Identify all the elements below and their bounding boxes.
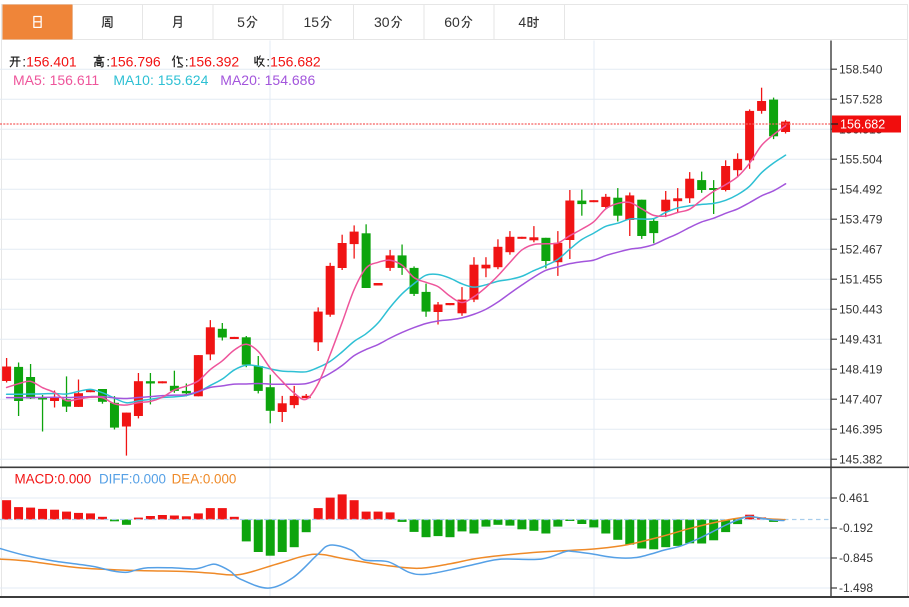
- svg-text:30: 30: [374, 14, 390, 30]
- svg-text:150.443: 150.443: [839, 302, 883, 316]
- svg-text:5: 5: [237, 14, 245, 30]
- svg-text:DIFF:0.000: DIFF:0.000: [99, 472, 166, 487]
- svg-text:-1.498: -1.498: [839, 581, 873, 595]
- svg-text:149.431: 149.431: [839, 332, 883, 346]
- svg-text:148.419: 148.419: [839, 362, 883, 376]
- svg-text:157.528: 157.528: [839, 92, 883, 106]
- svg-text:145.382: 145.382: [839, 452, 883, 466]
- svg-text:154.492: 154.492: [839, 182, 883, 196]
- svg-text:MA5: 156.611: MA5: 156.611: [13, 72, 99, 88]
- svg-text:146.395: 146.395: [839, 422, 883, 436]
- svg-text::156.401: :156.401: [22, 54, 77, 70]
- svg-text:DEA:0.000: DEA:0.000: [172, 472, 237, 487]
- svg-text:15: 15: [303, 14, 319, 30]
- svg-text:4: 4: [518, 14, 526, 30]
- svg-text::156.796: :156.796: [106, 54, 161, 70]
- svg-text:156.682: 156.682: [840, 118, 885, 132]
- svg-text:153.479: 153.479: [839, 212, 883, 226]
- svg-text:-0.845: -0.845: [839, 551, 873, 565]
- svg-text:147.407: 147.407: [839, 392, 883, 406]
- svg-text:151.455: 151.455: [839, 272, 883, 286]
- svg-text:155.504: 155.504: [839, 152, 883, 166]
- svg-text:MA20: 154.686: MA20: 154.686: [220, 72, 315, 88]
- svg-text:MACD:0.000: MACD:0.000: [15, 472, 92, 487]
- svg-text:-0.192: -0.192: [839, 521, 873, 535]
- svg-text:MA10: 155.624: MA10: 155.624: [113, 72, 208, 88]
- svg-text:158.540: 158.540: [839, 62, 883, 76]
- svg-text::156.392: :156.392: [185, 54, 240, 70]
- svg-text:60: 60: [444, 14, 460, 30]
- svg-text:0.461: 0.461: [839, 491, 869, 505]
- svg-text::156.682: :156.682: [266, 54, 321, 70]
- svg-text:152.467: 152.467: [839, 242, 883, 256]
